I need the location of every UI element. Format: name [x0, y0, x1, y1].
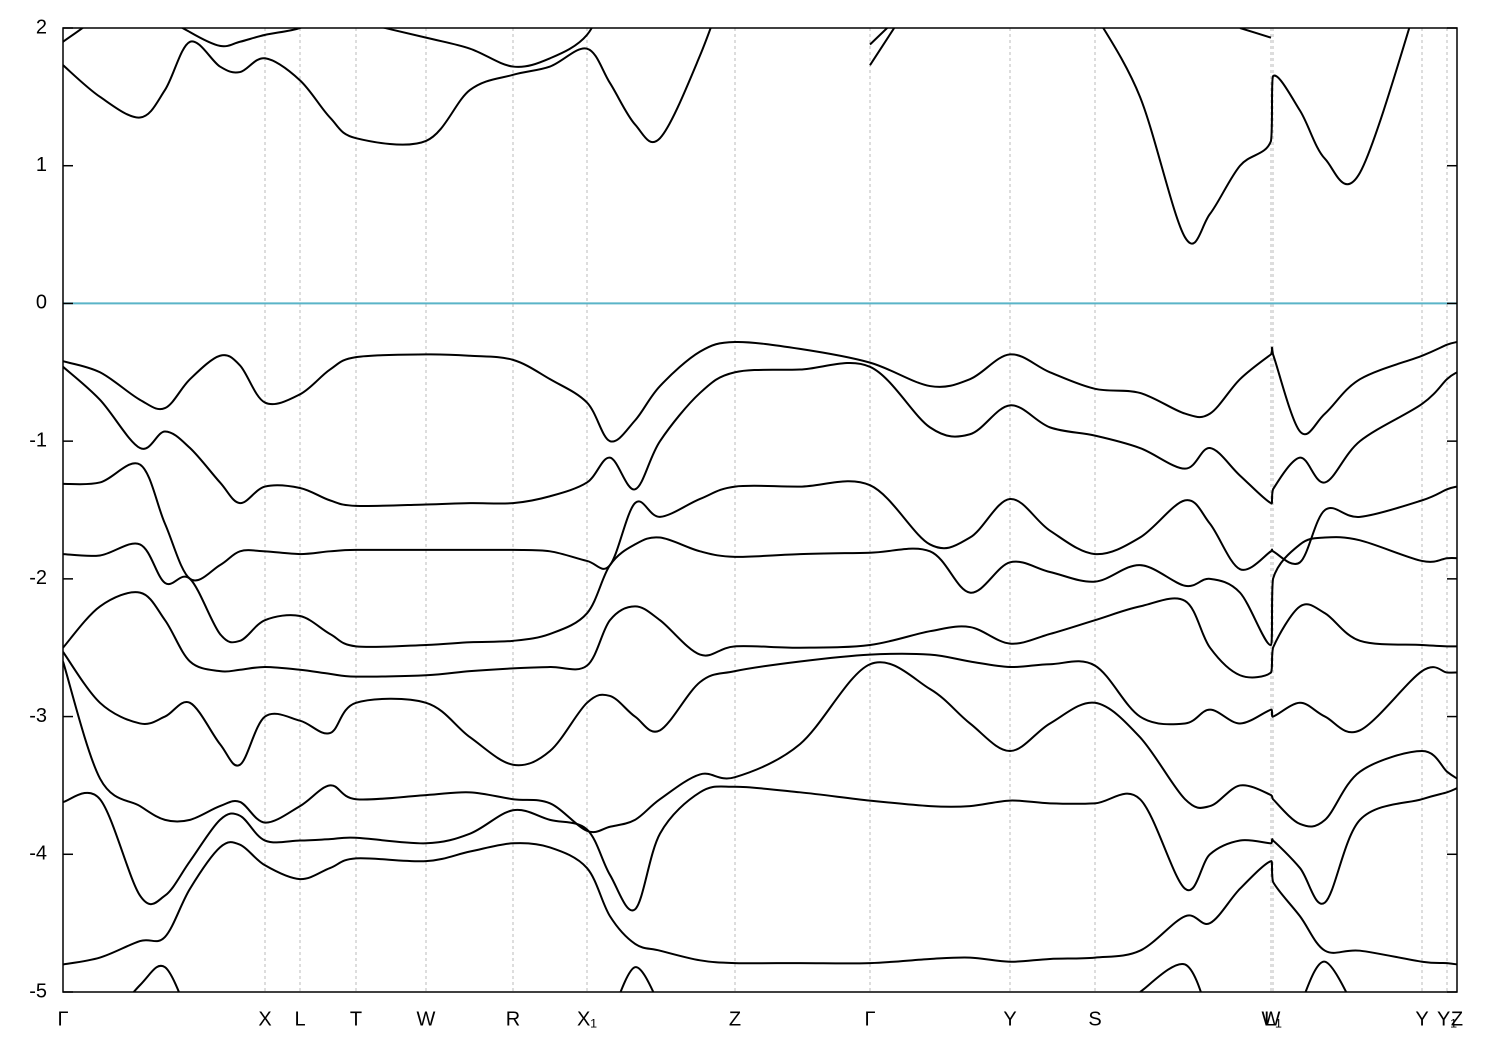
x-tick-label: Y₁: [1437, 1008, 1457, 1030]
x-tick-label: S: [1088, 1008, 1101, 1030]
lines-layer: [63, 28, 1457, 992]
x-tick-label: Z: [729, 1008, 741, 1030]
band-line: [63, 841, 1457, 966]
plot-frame: [62, 27, 1458, 993]
band-line: [63, 661, 1457, 834]
y-tick-label: -2: [29, 567, 47, 589]
x-tick-label: Γ: [864, 1008, 875, 1030]
x-tick-label: Y: [1003, 1008, 1016, 1030]
band-line: [63, 536, 1457, 648]
x-tick-label: X: [258, 1008, 271, 1030]
y-tick-label: 1: [36, 154, 47, 176]
band-line: [63, 362, 1457, 508]
band-line: [63, 28, 1411, 245]
x-tick-label: L: [294, 1008, 305, 1030]
x-tick-label: R: [506, 1008, 520, 1030]
band-line: [63, 651, 1457, 767]
y-tick-label: -4: [29, 843, 47, 865]
band-line: [132, 960, 1348, 992]
x-tick-label: X₁: [577, 1008, 597, 1030]
x-tick-label: L₁: [1264, 1008, 1282, 1030]
x-tick-label: Y: [1415, 1008, 1428, 1030]
x-tick-label: Z: [1451, 1008, 1463, 1030]
x-tick-label: Γ: [57, 1008, 68, 1030]
y-tick-label: -1: [29, 429, 47, 451]
band-line: [63, 591, 1457, 679]
y-tick-label: -5: [29, 980, 47, 1002]
x-tick-label: W: [1262, 1008, 1281, 1030]
x-tick-label: T: [350, 1008, 362, 1030]
band-line: [63, 785, 1457, 912]
band-line: [63, 340, 1457, 443]
y-tick-label: 0: [36, 292, 47, 314]
x-tick-label: W: [417, 1008, 436, 1030]
y-tick-label: -3: [29, 705, 47, 727]
band-line: [63, 462, 1457, 582]
y-tick-label: 2: [36, 16, 47, 38]
